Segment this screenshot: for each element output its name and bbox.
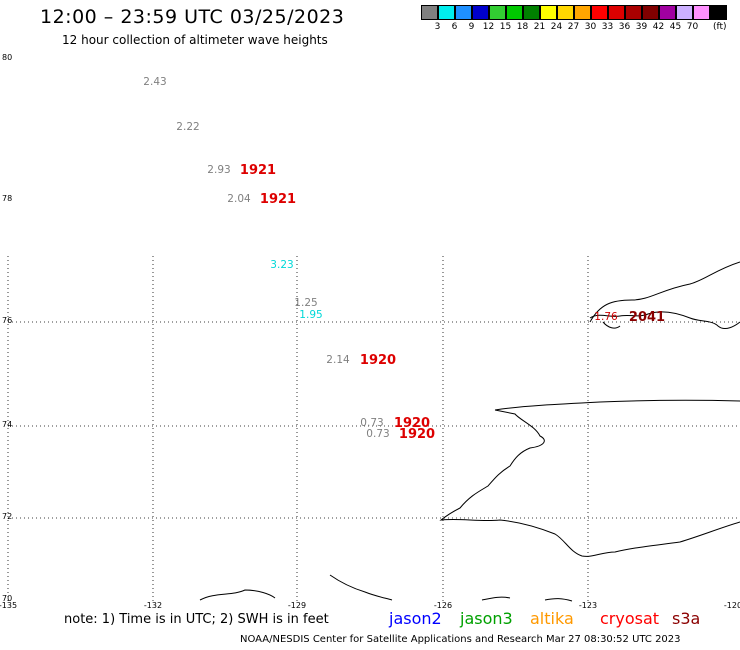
legend-swatch bbox=[693, 5, 710, 20]
lon-label: -126 bbox=[434, 601, 452, 610]
legend-swatch bbox=[489, 5, 506, 20]
satellite-name: cryosat bbox=[600, 609, 660, 628]
pass-time-label: 1921 bbox=[260, 192, 296, 207]
wave-height-value: 0.73 bbox=[360, 417, 383, 429]
coastline bbox=[199, 261, 740, 602]
credit-line: NOAA/NESDIS Center for Satellite Applica… bbox=[240, 634, 681, 645]
legend-label: 15 bbox=[499, 22, 512, 32]
legend-swatch bbox=[540, 5, 557, 20]
legend-label: 12 bbox=[482, 22, 495, 32]
lat-label: 74 bbox=[2, 420, 12, 429]
legend-label: 33 bbox=[601, 22, 614, 32]
legend-swatch bbox=[472, 5, 489, 20]
pass-time-label: 1920 bbox=[360, 353, 396, 368]
pass-time-label: 2041 bbox=[629, 310, 665, 325]
wave-height-value: 1.76 bbox=[594, 311, 618, 323]
lon-label: -123 bbox=[579, 601, 597, 610]
wave-height-value: 1.95 bbox=[299, 309, 322, 321]
legend-swatch bbox=[455, 5, 472, 20]
legend-swatch bbox=[642, 5, 659, 20]
legend-swatch bbox=[625, 5, 642, 20]
satellite-name: s3a bbox=[672, 609, 701, 628]
coastline-mainland-shore bbox=[439, 409, 740, 557]
legend-label: 21 bbox=[533, 22, 546, 32]
legend-label: 18 bbox=[516, 22, 529, 32]
legend-label: 27 bbox=[567, 22, 580, 32]
lon-label: -129 bbox=[288, 601, 306, 610]
legend-label: 42 bbox=[652, 22, 665, 32]
footnote: note: 1) Time is in UTC; 2) SWH is in fe… bbox=[64, 612, 329, 627]
legend-label: 36 bbox=[618, 22, 631, 32]
legend-swatch bbox=[574, 5, 591, 20]
legend-label: 45 bbox=[669, 22, 682, 32]
legend-label: 24 bbox=[550, 22, 563, 32]
legend-label: 30 bbox=[584, 22, 597, 32]
map-subtitle: 12 hour collection of altimeter wave hei… bbox=[62, 33, 328, 47]
satellite-name: jason2 bbox=[389, 609, 442, 628]
wave-height-value: 2.93 bbox=[207, 164, 230, 176]
coastline-banks-inlet bbox=[602, 321, 621, 329]
coastline-island-mid bbox=[481, 596, 511, 601]
pass-time-label: 1920 bbox=[399, 427, 435, 442]
lat-label: 76 bbox=[2, 316, 12, 325]
lat-label: 70 bbox=[2, 594, 12, 603]
coastline-banks-island-north bbox=[589, 261, 740, 323]
lat-label: 72 bbox=[2, 512, 12, 521]
coastline-island-east bbox=[544, 598, 573, 602]
legend-swatch bbox=[557, 5, 574, 20]
legend-label: 70 bbox=[686, 22, 699, 32]
legend-swatch bbox=[608, 5, 625, 20]
wave-height-value: 3.23 bbox=[270, 259, 293, 271]
color-scale-legend: 3 6 9 12 15 18 21 24 27 30 33 36 39 42 45 70 (ft) bbox=[421, 5, 729, 35]
legend-swatch bbox=[710, 5, 727, 20]
lat-label: 78 bbox=[2, 194, 12, 203]
legend-label: 9 bbox=[468, 22, 475, 32]
lon-label: -132 bbox=[144, 601, 162, 610]
legend-swatch bbox=[676, 5, 693, 20]
legend-swatch bbox=[506, 5, 523, 20]
pass-time-label: 1921 bbox=[240, 163, 276, 178]
legend-swatch bbox=[523, 5, 540, 20]
wave-height-value: 2.43 bbox=[143, 76, 166, 88]
lat-label: 80 bbox=[2, 53, 12, 62]
legend-unit: (ft) bbox=[713, 22, 727, 32]
lon-label: -135 bbox=[0, 601, 17, 610]
lon-label: -120 bbox=[724, 601, 740, 610]
coastline-island-west bbox=[199, 589, 276, 601]
graticule bbox=[8, 256, 740, 602]
pass-time-label: 1920 bbox=[394, 416, 430, 431]
wave-height-value: 2.04 bbox=[227, 193, 251, 205]
legend-swatch bbox=[659, 5, 676, 20]
legend-label: 3 bbox=[434, 22, 441, 32]
coastline-peninsula bbox=[329, 574, 393, 601]
axis-labels: 80 78 76 74 72 70-135 -132 -129 -126 -123 -120 bbox=[0, 53, 740, 610]
satellite-name: altika bbox=[530, 609, 574, 628]
map-title: 12:00 – 23:59 UTC 03/25/2023 bbox=[40, 6, 345, 28]
coastline-banks-island-south bbox=[589, 311, 740, 329]
wave-height-value: 2.14 bbox=[326, 354, 350, 366]
legend-label: 39 bbox=[635, 22, 648, 32]
legend-label: 6 bbox=[451, 22, 458, 32]
coastline-mainland-north bbox=[494, 399, 740, 411]
legend-swatch bbox=[438, 5, 455, 20]
wave-height-value: 0.73 bbox=[366, 428, 389, 440]
wave-height-value: 2.22 bbox=[176, 121, 199, 133]
wave-height-value: 1.25 bbox=[294, 297, 317, 309]
satellite-name: jason3 bbox=[460, 609, 513, 628]
legend-swatch bbox=[591, 5, 608, 20]
wave-annotations: 2.43 2.22 2.93 2.04 3.23 1.251.95 2.14 0.730.73… bbox=[143, 76, 665, 442]
legend-swatch bbox=[421, 5, 438, 20]
